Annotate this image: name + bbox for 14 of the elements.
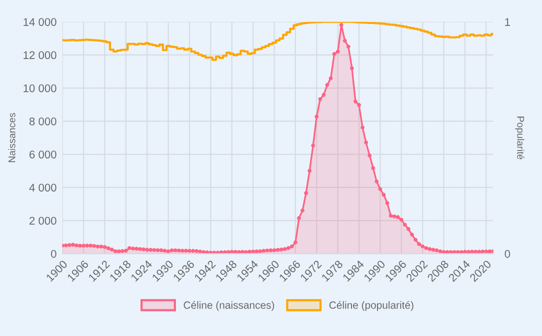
y-tick-label: 2 000 <box>30 216 56 225</box>
legend-label: Céline (naissances) <box>184 301 274 311</box>
y-tick-label: 4 000 <box>29 184 56 192</box>
y-tick-label: 6 000 <box>30 150 56 158</box>
y-tick-label: 12 000 <box>24 51 56 60</box>
y-tick-label: 10 000 <box>24 84 56 92</box>
y-tick-label: 0 <box>51 250 56 258</box>
y-tick-label: 8 000 <box>29 117 56 126</box>
y2-tick-label: 1 <box>505 18 510 26</box>
y2-axis-title: Popularité <box>515 116 524 160</box>
y-tick-label: 14 000 <box>24 18 56 26</box>
y-axis-title: Naissances <box>8 112 16 162</box>
y2-tick-label: 0 <box>504 250 510 258</box>
legend-label: Céline (popularité) <box>329 301 414 311</box>
